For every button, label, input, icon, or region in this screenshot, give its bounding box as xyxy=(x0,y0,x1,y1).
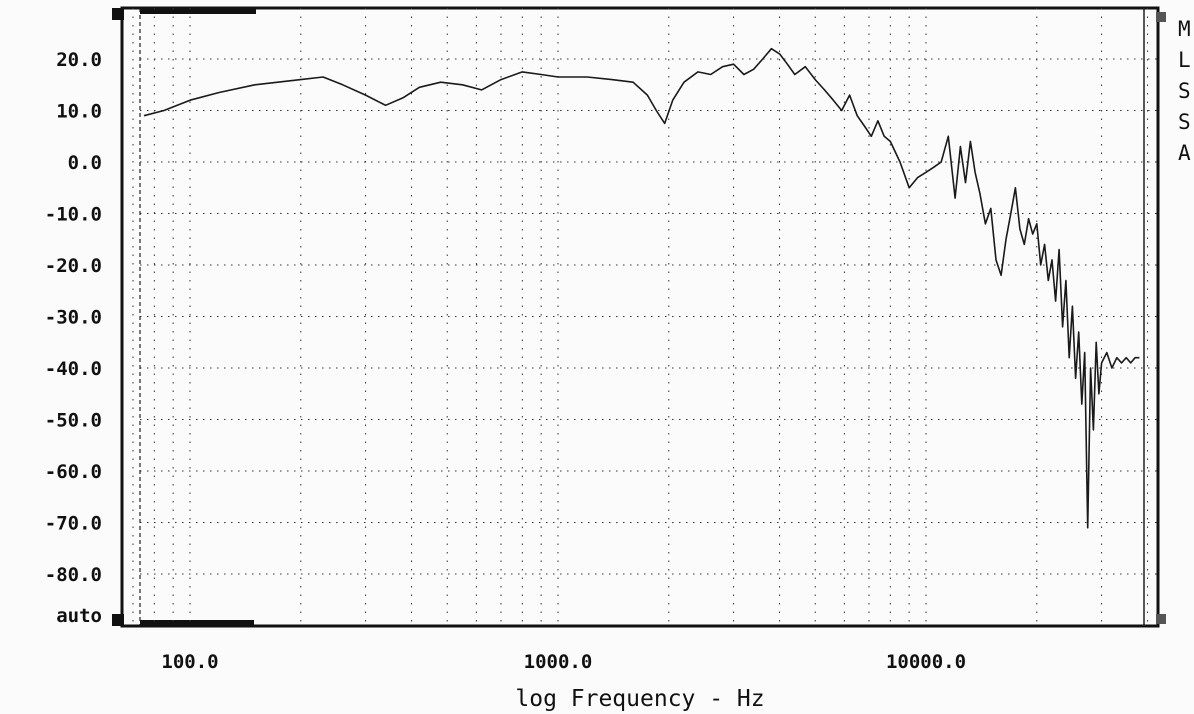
y-tick-labels: 20.0 10.0 0.0 -10.0 -20.0 -30.0 -40.0 -50.0 -60.… xyxy=(45,49,102,627)
y-tick-label: 0.0 xyxy=(68,152,102,174)
y-tick-label: -30.0 xyxy=(45,307,102,329)
y-tick-label: -40.0 xyxy=(45,358,102,380)
side-letter: L xyxy=(1178,48,1191,72)
x-tick-labels: 100.0 1000.0 10000.0 xyxy=(161,651,966,673)
x-tick-label: 1000.0 xyxy=(524,651,593,673)
y-tick-label: auto xyxy=(56,605,102,627)
grid xyxy=(132,8,1158,626)
plot-frame xyxy=(120,6,1160,628)
corner-marker-tr xyxy=(1156,12,1166,22)
side-letter: M xyxy=(1178,17,1191,41)
y-tick-label: -80.0 xyxy=(45,564,102,586)
y-tick-label: -70.0 xyxy=(45,513,102,535)
y-tick-label: -50.0 xyxy=(45,410,102,432)
y-tick-label: 20.0 xyxy=(56,49,102,71)
side-letter: S xyxy=(1178,110,1191,134)
corner-marker-tl xyxy=(112,8,124,20)
series-layer xyxy=(143,47,1140,529)
corner-marker-br xyxy=(1156,614,1166,624)
corner-marker-bl xyxy=(112,614,124,626)
x-axis-label: log Frequency - Hz xyxy=(515,686,764,712)
y-tick-label: -60.0 xyxy=(45,461,102,483)
side-letter: S xyxy=(1178,79,1191,103)
x-tick-label: 100.0 xyxy=(161,651,218,673)
top-scroll-bar xyxy=(140,8,256,14)
y-tick-label: -10.0 xyxy=(45,204,102,226)
side-letter: A xyxy=(1178,141,1191,165)
x-tick-label: 10000.0 xyxy=(886,651,966,673)
y-tick-label: 10.0 xyxy=(56,101,102,123)
bottom-scroll-bar xyxy=(140,620,254,626)
y-tick-label: -20.0 xyxy=(45,255,102,277)
series-line-0 xyxy=(143,47,1140,529)
